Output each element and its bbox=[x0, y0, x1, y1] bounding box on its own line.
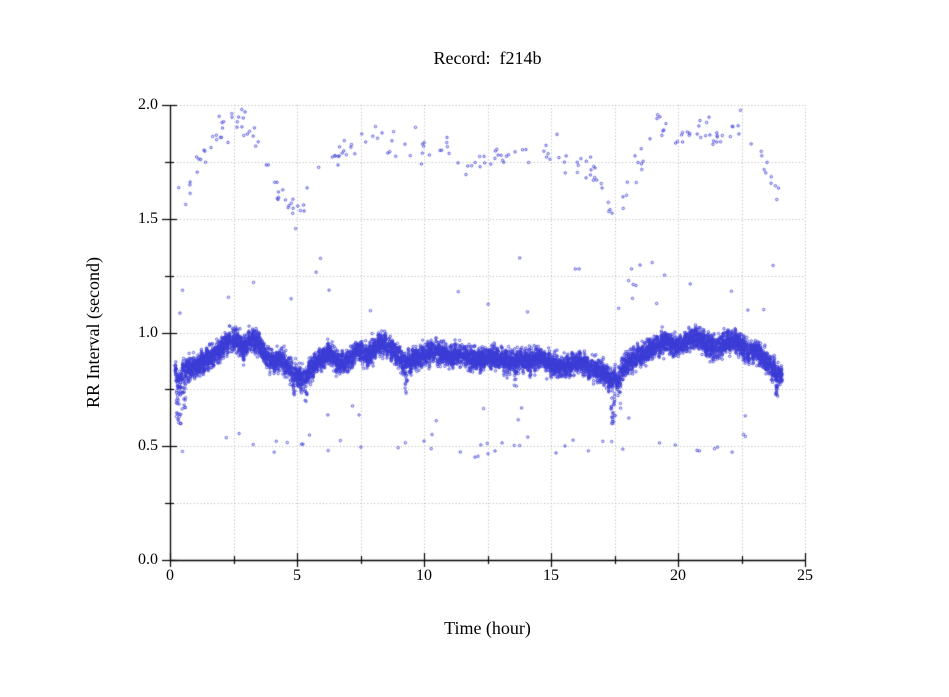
y-tick-label: 2.0 bbox=[138, 96, 158, 113]
y-tick-label: 1.5 bbox=[138, 209, 158, 227]
x-tick-label: 15 bbox=[543, 567, 559, 584]
y-tick-label: 1.0 bbox=[138, 323, 158, 341]
x-axis-title: Time (hour) bbox=[444, 618, 531, 638]
x-tick-label: 10 bbox=[416, 567, 432, 584]
x-tick-label: 0 bbox=[166, 567, 174, 584]
x-tick-label: 5 bbox=[293, 567, 301, 584]
y-axis-title: RR Interval (second) bbox=[82, 257, 103, 408]
y-tick-label: 0.5 bbox=[138, 437, 158, 455]
x-tick-label: 25 bbox=[797, 567, 813, 584]
x-tick-label: 20 bbox=[670, 567, 686, 584]
chart-title: Record: f214b bbox=[433, 48, 542, 68]
y-tick-label: 0.0 bbox=[138, 551, 158, 568]
y-axis-title-container: RR Interval (second) bbox=[82, 105, 104, 560]
